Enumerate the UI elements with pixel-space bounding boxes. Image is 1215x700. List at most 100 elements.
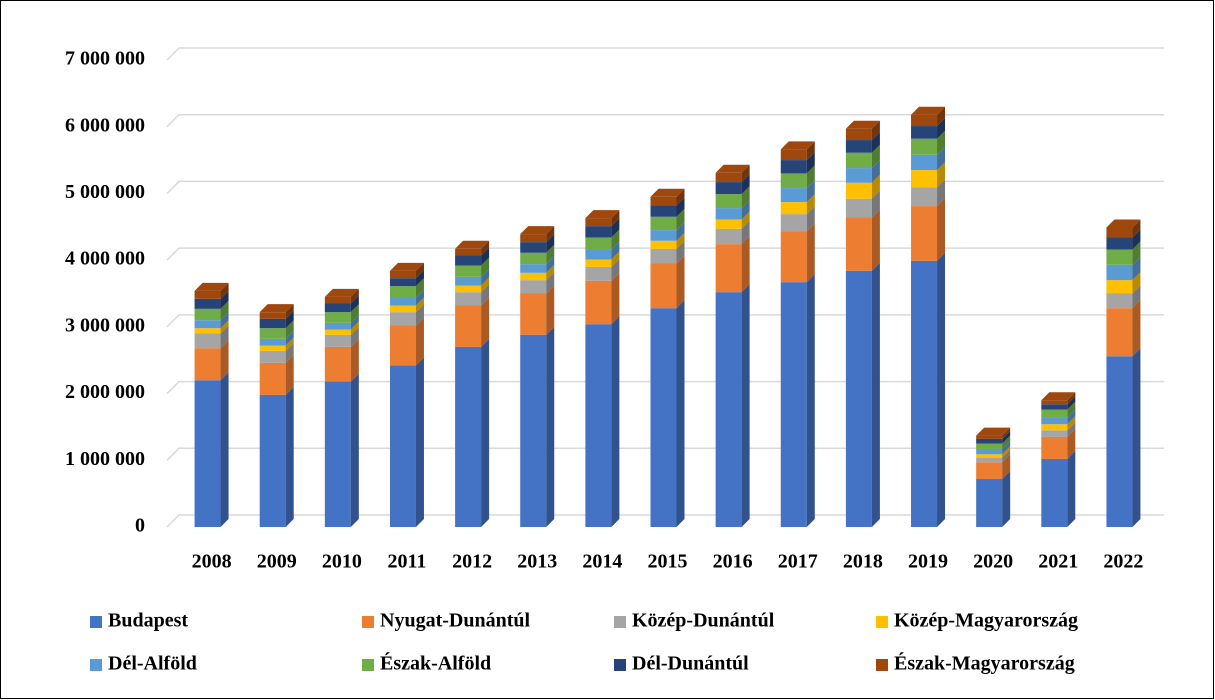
bar-side <box>350 288 359 304</box>
bar-side <box>1067 396 1076 410</box>
bar-side <box>676 300 685 527</box>
bar-segment <box>259 362 286 395</box>
legend-swatch <box>614 659 626 671</box>
bar-side <box>806 274 815 527</box>
bar-segment <box>976 478 1003 527</box>
bar-segment <box>1106 237 1133 250</box>
bar-side <box>871 209 880 271</box>
bar-segment <box>780 282 807 527</box>
bar-side <box>611 316 620 527</box>
bar-top <box>1106 219 1141 228</box>
bar-segment <box>780 202 807 215</box>
bar-side <box>1067 409 1076 425</box>
bar-segment <box>455 265 482 277</box>
x-tick-label: 2010 <box>322 551 362 573</box>
bar-side <box>415 289 424 306</box>
bar-segment <box>389 297 416 306</box>
legend-swatch <box>876 616 888 628</box>
bar-top <box>715 164 750 173</box>
bar-side <box>937 146 946 171</box>
bar-side <box>937 162 946 188</box>
bar-side <box>481 284 490 306</box>
bar-side <box>611 229 620 250</box>
y-tick-label: 6 000 000 <box>65 114 145 136</box>
bar-segment <box>585 226 612 238</box>
bar-segment <box>259 394 286 527</box>
bar-side <box>415 317 424 366</box>
bar-segment <box>324 322 351 330</box>
bar-segment <box>780 214 807 232</box>
bar-top <box>324 288 359 297</box>
bar-segment <box>911 187 938 207</box>
bar-segment <box>715 194 742 209</box>
legend-swatch <box>362 616 374 628</box>
bar-side <box>285 337 294 351</box>
bar-segment <box>780 160 807 174</box>
bar-segment <box>976 448 1003 455</box>
y-tick-label: 0 <box>135 515 145 537</box>
legend-label: Észak-Alföld <box>380 652 491 675</box>
bar-side <box>481 277 490 293</box>
bar-segment <box>650 216 677 231</box>
bar-side <box>1002 454 1011 479</box>
bar-side <box>1132 219 1141 238</box>
bar-side <box>481 240 490 256</box>
bar-segment <box>845 198 872 218</box>
bar-side <box>741 200 750 220</box>
x-tick-label: 2016 <box>713 551 753 573</box>
bar-segment <box>324 303 351 313</box>
bar-side <box>741 211 750 229</box>
bar-side <box>220 300 229 321</box>
bar-side <box>611 272 620 325</box>
bar-side <box>676 188 685 206</box>
bar-segment <box>194 290 221 299</box>
bar-side <box>415 304 424 326</box>
bar-side <box>546 326 555 527</box>
bar-segment <box>585 249 612 260</box>
bar-side <box>611 258 620 281</box>
bar-side <box>415 297 424 313</box>
bar-side <box>1132 272 1141 294</box>
legend-swatch <box>614 616 626 628</box>
bar-side <box>937 198 946 261</box>
bar-side <box>806 223 815 283</box>
bar-segment <box>845 152 872 169</box>
x-tick-label: 2008 <box>192 551 232 573</box>
bar-side <box>937 130 946 155</box>
bar-side <box>350 314 359 330</box>
bar-segment <box>520 252 547 265</box>
x-tick-label: 2022 <box>1103 551 1143 573</box>
legend-label: Budapest <box>108 610 188 632</box>
bar-side <box>676 255 685 309</box>
bar-segment <box>1106 308 1133 357</box>
bar-side <box>415 270 424 287</box>
bar-side <box>611 210 620 227</box>
grid-line <box>166 447 1164 461</box>
bar-side <box>285 342 294 363</box>
bar-side <box>546 272 555 294</box>
bar-top <box>1041 392 1076 401</box>
bar-segment <box>911 114 938 127</box>
bar-segment <box>455 248 482 256</box>
bar-segment <box>389 270 416 279</box>
bar-top <box>194 282 229 291</box>
bar-segment <box>585 237 612 250</box>
bar-side <box>871 160 880 183</box>
bar-side <box>871 174 880 199</box>
bar-side <box>937 252 946 527</box>
bar-segment <box>520 242 547 253</box>
bar-side <box>285 330 294 346</box>
bar-segment <box>1106 280 1133 294</box>
bar-segment <box>1106 264 1133 281</box>
bar-side <box>611 241 620 260</box>
bar-top <box>389 262 424 271</box>
bar-segment <box>780 173 807 189</box>
bar-segment <box>715 244 742 293</box>
bar-side <box>415 278 424 298</box>
bar-segment <box>780 188 807 203</box>
bar-side <box>676 232 685 249</box>
bar-side <box>1002 427 1011 439</box>
bar-side <box>285 320 294 339</box>
bar-segment <box>455 255 482 266</box>
bar-side <box>1067 416 1076 431</box>
